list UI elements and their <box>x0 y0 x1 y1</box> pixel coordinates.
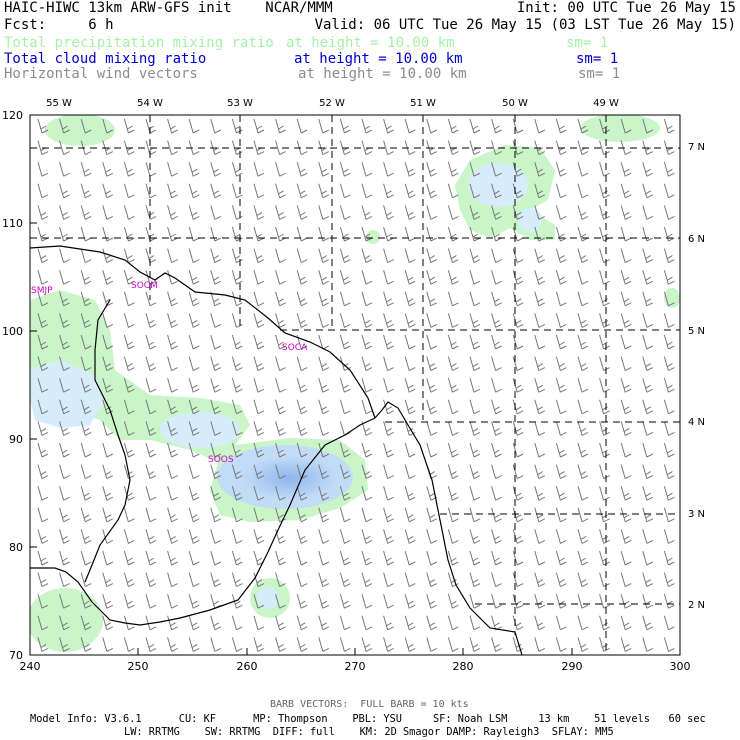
lon-label: 51 W <box>410 98 436 109</box>
y-tick-label: 120 <box>2 109 23 122</box>
lat-label: 5 N <box>688 326 705 337</box>
y-tick-label: 100 <box>2 325 23 338</box>
latitude-labels: 2 N 3 N 4 N 5 N 6 N 7 N <box>688 142 705 611</box>
lat-label: 3 N <box>688 509 705 520</box>
field-wind-name: Horizontal wind vectors <box>4 66 198 82</box>
latlon-grid <box>30 115 680 655</box>
wind-barb-glyphs <box>37 118 675 652</box>
field-cloud-height: at height = 10.00 km <box>294 51 463 67</box>
model-info-line-1: Model Info: V3.6.1 CU: KF MP: Thompson P… <box>30 713 706 725</box>
cloud-areas <box>30 163 542 609</box>
y-axis-labels: 70 80 90 100 110 120 <box>2 109 23 662</box>
x-tick-label: 270 <box>345 660 366 673</box>
lon-label: 52 W <box>319 98 345 109</box>
init-time: Init: 00 UTC Tue 26 May 15 <box>516 0 736 16</box>
lat-label: 4 N <box>688 417 705 428</box>
lon-label: 54 W <box>137 98 163 109</box>
x-tick-label: 300 <box>670 660 691 673</box>
forecast-hour: Fcst: 6 h <box>4 17 114 33</box>
x-tick-label: 250 <box>128 660 149 673</box>
field-precip-name: Total precipitation mixing ratio <box>4 35 274 51</box>
field-precip-height: at height = 10.00 km <box>286 35 455 51</box>
wind-barbs <box>37 118 675 652</box>
y-axis-ticks <box>30 222 37 548</box>
barb-note: BARB VECTORS: FULL BARB = 10 kts <box>270 699 469 710</box>
y-tick-label: 90 <box>9 433 23 446</box>
precip-areas <box>30 115 680 652</box>
y-tick-label: 80 <box>9 541 23 554</box>
y-tick-label: 70 <box>9 649 23 662</box>
field-cloud-sm: sm= 1 <box>576 51 619 67</box>
x-axis-ticks <box>137 648 573 655</box>
x-axis-labels: 240 250 260 270 280 290 300 <box>20 660 691 673</box>
coastlines <box>30 245 523 655</box>
model-title: HAIC-HIWC 13km ARW-GFS init NCAR/MMM <box>4 0 333 16</box>
station-socm: SOCM <box>131 281 158 291</box>
model-info-line-2: LW: RRTMG SW: RRTMG DIFF: full KM: 2D Sm… <box>124 726 614 738</box>
station-labels: SMJP SOCM SOCA SOOS <box>31 281 308 465</box>
x-tick-label: 280 <box>453 660 474 673</box>
y-tick-label: 110 <box>2 217 23 230</box>
lon-label: 49 W <box>593 98 619 109</box>
field-cloud-name: Total cloud mixing ratio <box>4 51 207 67</box>
field-wind-sm: sm= 1 <box>578 66 621 82</box>
lat-label: 7 N <box>688 142 705 153</box>
field-precip-sm: sm= 1 <box>566 35 609 51</box>
lat-label: 2 N <box>688 600 705 611</box>
x-tick-label: 260 <box>237 660 258 673</box>
lon-label: 50 W <box>502 98 528 109</box>
x-tick-label: 290 <box>562 660 583 673</box>
lon-label: 53 W <box>227 98 253 109</box>
field-wind-height: at height = 10.00 km <box>298 66 467 82</box>
valid-time: Valid: 06 UTC Tue 26 May 15 (03 LST Tue … <box>314 17 736 33</box>
longitude-labels: 55 W 54 W 53 W 52 W 51 W 50 W 49 W <box>46 98 619 109</box>
lat-label: 6 N <box>688 234 705 245</box>
station-smjp: SMJP <box>31 286 53 296</box>
station-soos: SOOS <box>208 455 234 465</box>
x-tick-label: 240 <box>20 660 41 673</box>
lon-label: 55 W <box>46 98 72 109</box>
station-soca: SOCA <box>282 343 308 353</box>
